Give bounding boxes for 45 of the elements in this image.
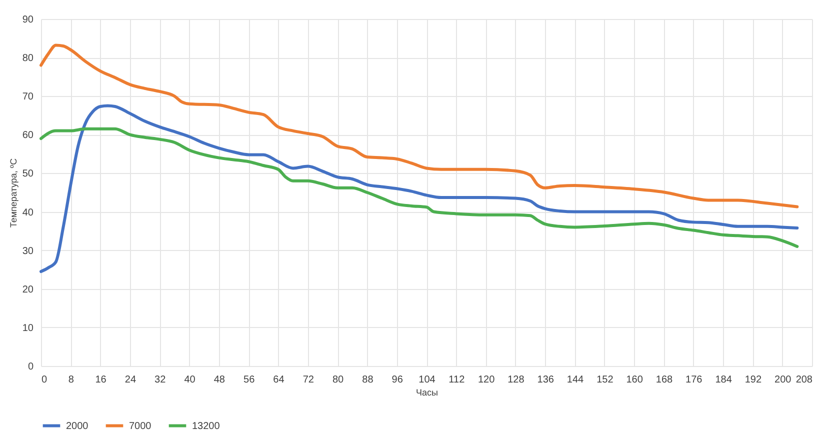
x-tick-label: 160 xyxy=(626,374,644,386)
y-tick-label: 80 xyxy=(22,53,34,64)
x-tick-label: 32 xyxy=(154,374,166,386)
legend-label: 7000 xyxy=(129,420,152,432)
y-axis-title: Температура, ºС xyxy=(8,158,18,228)
line-series xyxy=(40,104,799,274)
legend-label: 2000 xyxy=(66,420,89,432)
x-tick-label: 88 xyxy=(362,374,374,386)
x-tick-label: 120 xyxy=(478,374,496,386)
x-tick-label: 128 xyxy=(508,374,525,386)
x-tick-label: 112 xyxy=(448,374,466,386)
line-series xyxy=(40,127,799,248)
x-tick-label: 168 xyxy=(656,374,674,386)
x-tick-label: 104 xyxy=(418,374,436,386)
x-tick-label: 48 xyxy=(214,374,226,386)
y-tick-label: 70 xyxy=(22,92,34,103)
y-tick-label: 40 xyxy=(22,207,34,218)
x-tick-label: 8 xyxy=(68,374,74,386)
line-series xyxy=(40,44,799,208)
x-tick-label: 56 xyxy=(244,374,256,386)
x-tick-label: 80 xyxy=(332,374,344,386)
x-tick-label: 64 xyxy=(273,374,285,386)
y-tick-label: 20 xyxy=(22,284,34,296)
x-tick-label: 176 xyxy=(686,374,703,386)
x-tick-label: 208 xyxy=(796,374,813,386)
x-tick-label: 152 xyxy=(596,374,614,386)
x-tick-label: 16 xyxy=(95,374,107,386)
x-tick-label: 24 xyxy=(124,374,136,386)
x-tick-label: 96 xyxy=(392,374,404,386)
y-tick-label: 60 xyxy=(22,130,34,142)
x-tick-label: 0 xyxy=(42,374,48,386)
x-axis-title: Часы xyxy=(416,388,438,398)
x-tick-label: 72 xyxy=(302,374,314,386)
y-tick-label: 50 xyxy=(22,168,34,180)
x-tick-label: 200 xyxy=(774,374,792,386)
x-tick-label: 192 xyxy=(744,374,762,386)
legend-label: 13200 xyxy=(192,420,220,432)
y-tick-label: 0 xyxy=(28,362,34,372)
y-tick-label: 90 xyxy=(22,14,34,26)
x-tick-label: 144 xyxy=(566,374,584,386)
x-tick-label: 184 xyxy=(715,374,732,386)
y-tick-label: 30 xyxy=(22,246,34,257)
x-tick-label: 40 xyxy=(184,374,196,386)
y-tick-label: 10 xyxy=(22,322,34,334)
x-tick-label: 136 xyxy=(537,374,554,386)
